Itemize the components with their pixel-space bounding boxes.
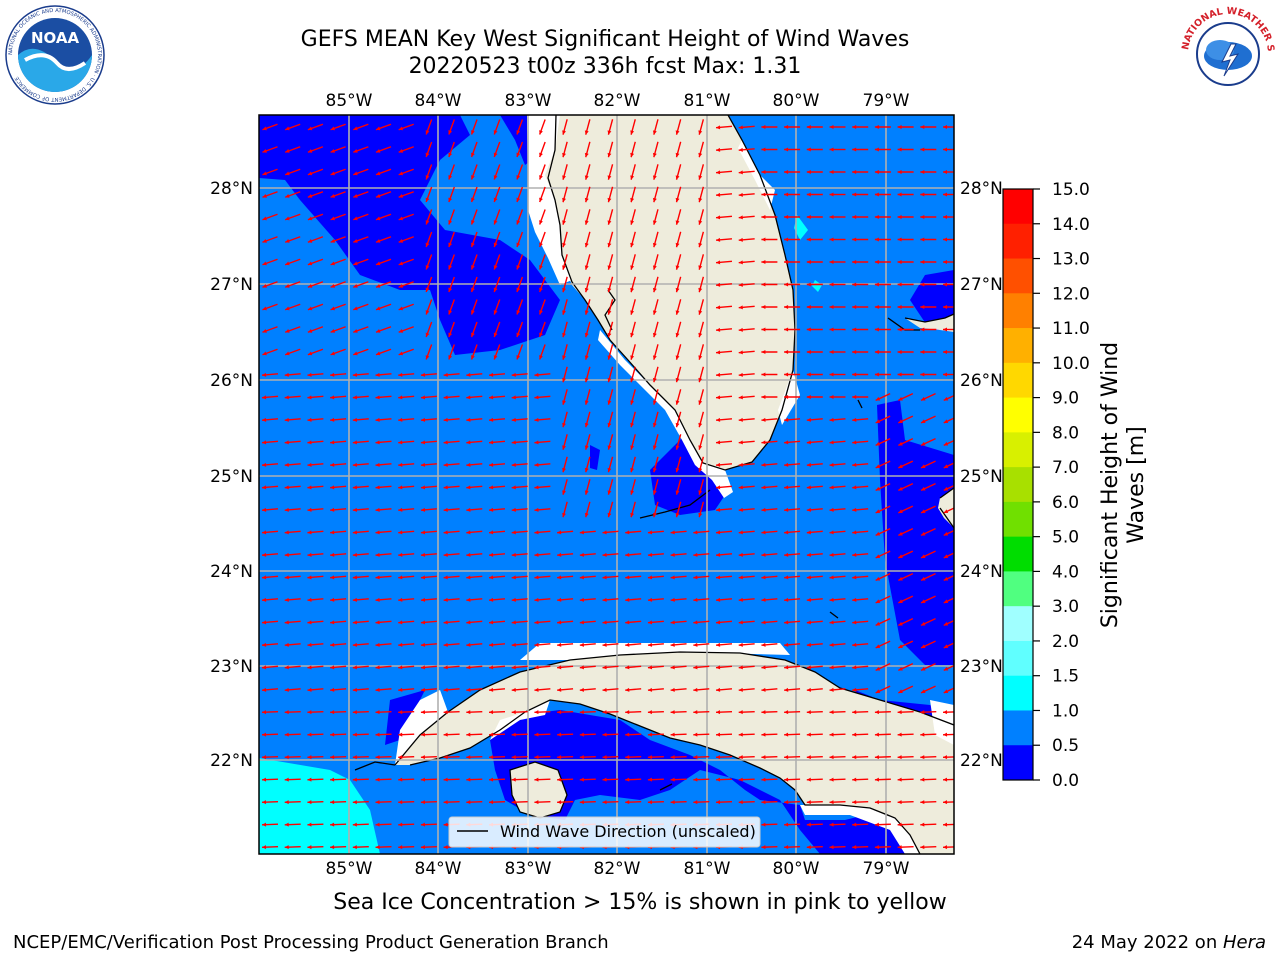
chart-subtitle: 20220523 t00z 336h fcst Max: 1.31 [408,54,802,79]
lon-label-bottom: 82°W [594,859,641,879]
lon-label-bottom: 83°W [505,859,552,879]
colorbar-swatches [1003,189,1033,781]
colorbar-swatch [1003,606,1033,642]
colorbar: 15.0 14.0 13.0 12.0 11.0 10.0 9.0 8.0 7.0 6.0 5.0 4… [1002,180,1149,791]
lon-label-bottom: 81°W [684,859,731,879]
lat-label-right: 23°N [960,657,1003,677]
graticule [259,115,954,854]
colorbar-swatch [1003,397,1033,433]
lon-label-bottom: 84°W [415,859,462,879]
lon-label-top: 85°W [326,91,373,111]
lat-label-left: 23°N [210,657,253,677]
lat-label-right: 22°N [960,751,1003,771]
no-data-coastal-bands [395,115,954,854]
colorbar-tick-label: 3.0 [1052,597,1079,617]
colorbar-tick-label: 6.0 [1052,493,1079,513]
noaa-logo-text: NOAA [31,29,80,47]
lat-label-right: 25°N [960,467,1003,487]
lon-label-top: 83°W [505,91,552,111]
colorbar-frame [1002,188,1034,781]
noaa-logo: NATIONAL OCEANIC AND ATMOSPHERIC ADMINIS… [5,5,105,105]
lon-label-top: 79°W [863,91,910,111]
footer-date: 24 May 2022 on Hera [1072,932,1266,953]
land-masses [395,115,954,854]
lat-label-right: 24°N [960,562,1003,582]
colorbar-swatch [1003,328,1033,364]
colorbar-tick-label: 11.0 [1052,319,1090,339]
chart-title: GEFS MEAN Key West Significant Height of… [300,27,910,52]
colorbar-tick-label: 4.0 [1052,562,1079,582]
colorbar-tick-label: 1.0 [1052,701,1079,721]
colorbar-swatch [1003,223,1033,260]
map-frame [258,114,955,855]
colorbar-tick-label: 2.0 [1052,632,1079,652]
colorbar-swatch [1003,293,1033,329]
sea-ice-caption: Sea Ice Concentration > 15% is shown in … [333,890,947,915]
lon-label-bottom: 80°W [773,859,820,879]
lon-label-top: 80°W [773,91,820,111]
colorbar-swatch [1003,432,1033,468]
colorbar-swatch [1003,640,1033,677]
colorbar-swatch [1003,536,1033,572]
colorbar-tick-label: 0.0 [1052,771,1079,791]
colorbar-swatch [1003,745,1033,781]
lon-label-top: 82°W [594,91,641,111]
lat-label-right: 26°N [960,371,1003,391]
lat-label-left: 28°N [210,179,253,199]
colorbar-tick-label: 12.0 [1052,284,1090,304]
colorbar-swatch [1003,467,1033,503]
legend-label: Wind Wave Direction (unscaled) [500,822,756,841]
colorbar-tick-label: 9.0 [1052,389,1079,409]
lat-label-right: 28°N [960,179,1003,199]
lat-label-left: 26°N [210,371,253,391]
lon-label-bottom: 85°W [326,859,373,879]
colorbar-tick-label: 15.0 [1052,180,1090,200]
map-legend: Wind Wave Direction (unscaled) [448,816,761,848]
lat-label-left: 24°N [210,562,253,582]
colorbar-label-line2: Waves [m] [1124,426,1149,543]
lat-label-left: 25°N [210,467,253,487]
colorbar-tick-label: 7.0 [1052,458,1079,478]
colorbar-swatch [1003,571,1033,607]
lon-label-top: 81°W [684,91,731,111]
lon-label-top: 84°W [415,91,462,111]
colorbar-ticks: 15.0 14.0 13.0 12.0 11.0 10.0 9.0 8.0 7.0 6.0 5.0 4… [1033,180,1090,791]
colorbar-swatch [1003,710,1033,746]
colorbar-swatch [1003,189,1033,225]
colorbar-swatch [1003,675,1033,711]
colorbar-swatch [1003,362,1033,399]
wind-wave-direction-arrows [261,119,954,850]
colorbar-swatch [1003,501,1033,538]
lat-label-left: 27°N [210,275,253,295]
axis-labels: 85°W 85°W 84°W 84°W 83°W 83°W 82°W 82°W 81°W 81°W… [210,91,1003,879]
footer-branch: NCEP/EMC/Verification Post Processing Pr… [13,932,609,953]
colorbar-tick-label: 0.5 [1052,736,1079,756]
lat-label-right: 27°N [960,275,1003,295]
colorbar-tick-label: 14.0 [1052,215,1090,235]
colorbar-swatch [1003,258,1033,294]
lon-label-bottom: 79°W [863,859,910,879]
coastlines [354,115,954,854]
colorbar-tick-label: 13.0 [1052,250,1090,270]
footer-date-text: 24 May 2022 on [1071,932,1223,953]
colorbar-label-line1: Significant Height of Wind [1098,342,1123,628]
colorbar-tick-label: 5.0 [1052,528,1079,548]
colorbar-tick-label: 10.0 [1052,354,1090,374]
colorbar-tick-label: 1.5 [1052,667,1079,687]
nws-logo: NATIONAL WEATHER SERVICE [1178,4,1276,102]
footer-host: Hera [1222,932,1266,953]
lat-label-left: 22°N [210,751,253,771]
colorbar-tick-label: 8.0 [1052,423,1079,443]
